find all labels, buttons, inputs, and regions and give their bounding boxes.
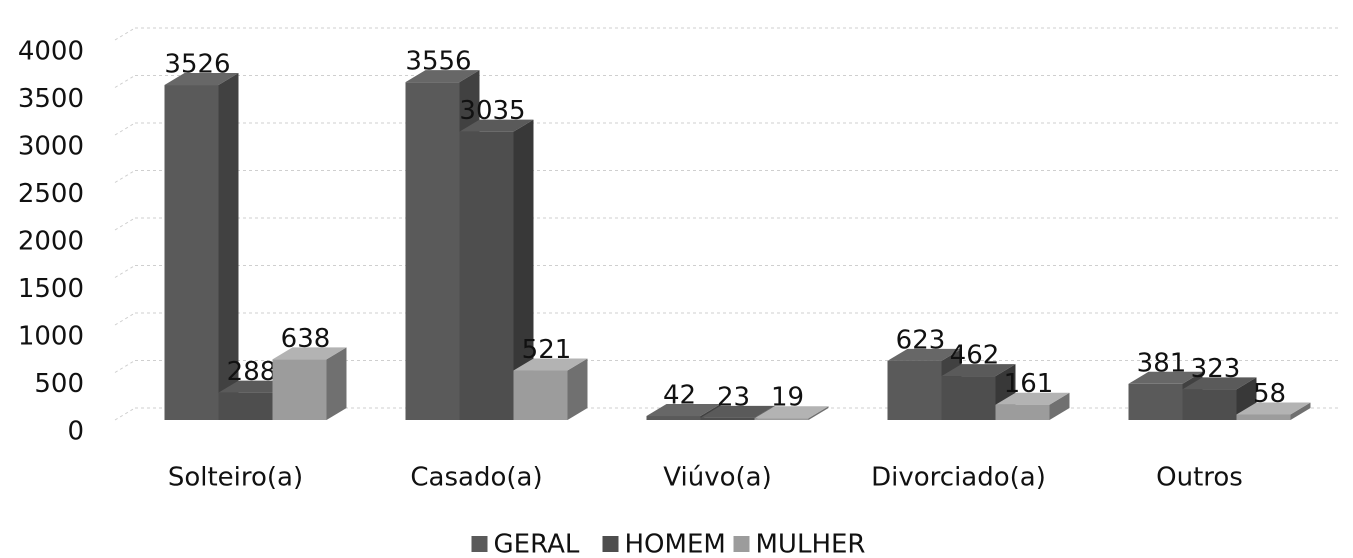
bar-top — [513, 358, 588, 371]
y-tick-label: 500 — [34, 369, 84, 399]
grid-wall — [114, 312, 136, 326]
x-tick-label: Viúvo(a) — [663, 463, 771, 493]
data-label: 381 — [1137, 348, 1187, 378]
grid-wall — [114, 75, 136, 88]
data-label: 19 — [771, 383, 804, 413]
bar — [513, 370, 568, 420]
grid-wall — [114, 122, 136, 136]
bar-top — [700, 405, 775, 418]
x-tick-label: Divorciado(a) — [871, 463, 1046, 493]
bar-side — [1290, 402, 1311, 420]
bar-side — [326, 347, 347, 420]
bar — [700, 417, 755, 420]
data-label: 623 — [896, 325, 946, 355]
bar — [272, 359, 327, 420]
bar-top — [405, 70, 480, 83]
y-tick-label: 0 — [67, 417, 84, 447]
grid-wall — [114, 217, 136, 231]
bar-side — [567, 358, 588, 420]
bar-top — [887, 348, 962, 361]
bar — [754, 418, 809, 420]
data-label: 638 — [281, 324, 331, 354]
bar-top — [272, 347, 347, 360]
grid-wall — [114, 360, 136, 373]
bar — [1182, 389, 1237, 420]
bar — [164, 85, 219, 420]
y-tick-label: 2500 — [18, 179, 84, 209]
legend-label: HOMEM — [625, 530, 726, 558]
data-label: 288 — [227, 357, 277, 387]
legend-label: GERAL — [494, 530, 580, 558]
bar — [941, 376, 996, 420]
bar-top — [646, 404, 721, 417]
data-label: 3556 — [405, 47, 471, 77]
legend-swatch — [733, 536, 750, 552]
y-tick-label: 3000 — [18, 132, 84, 162]
bar-side — [218, 73, 239, 420]
legend-swatch — [602, 536, 619, 552]
data-label: 42 — [663, 381, 696, 411]
bar-top — [995, 392, 1070, 405]
bar-top — [1236, 402, 1311, 415]
data-label: 323 — [1191, 354, 1241, 384]
bar-top — [1182, 377, 1257, 390]
data-label: 161 — [1004, 369, 1054, 399]
x-tick-label: Outros — [1156, 463, 1243, 493]
legend-label: MULHER — [756, 530, 866, 558]
bar — [218, 392, 273, 420]
x-tick-label: Solteiro(a) — [168, 463, 303, 493]
grid-wall — [114, 265, 136, 278]
bar — [1128, 383, 1183, 420]
bar-side — [1049, 392, 1070, 420]
data-label: 3035 — [459, 96, 525, 126]
y-tick-label: 1500 — [18, 274, 84, 304]
bar — [887, 360, 942, 420]
bar-top — [164, 73, 239, 86]
legend-swatch — [471, 536, 488, 552]
bar — [459, 131, 514, 421]
bar — [1236, 414, 1291, 420]
data-label: 462 — [950, 341, 1000, 371]
bar-top — [754, 406, 829, 419]
y-tick-label: 3500 — [18, 84, 84, 114]
bar — [646, 416, 701, 420]
data-label: 58 — [1253, 379, 1286, 409]
bar — [995, 404, 1050, 420]
y-tick-label: 2000 — [18, 227, 84, 257]
bar-top — [459, 119, 534, 132]
bar-top — [941, 364, 1016, 377]
data-label: 23 — [717, 382, 750, 412]
bar-side — [513, 119, 534, 421]
y-tick-label: 1000 — [18, 322, 84, 352]
bar — [405, 82, 460, 421]
data-label: 521 — [522, 335, 572, 365]
x-tick-label: Casado(a) — [410, 463, 542, 493]
grid-wall — [114, 27, 136, 41]
bar-side — [808, 406, 829, 420]
data-label: 3526 — [164, 50, 230, 80]
y-tick-label: 4000 — [18, 37, 84, 67]
grid-wall — [114, 170, 136, 183]
grid-wall — [114, 407, 136, 421]
bar-top — [1128, 371, 1203, 384]
